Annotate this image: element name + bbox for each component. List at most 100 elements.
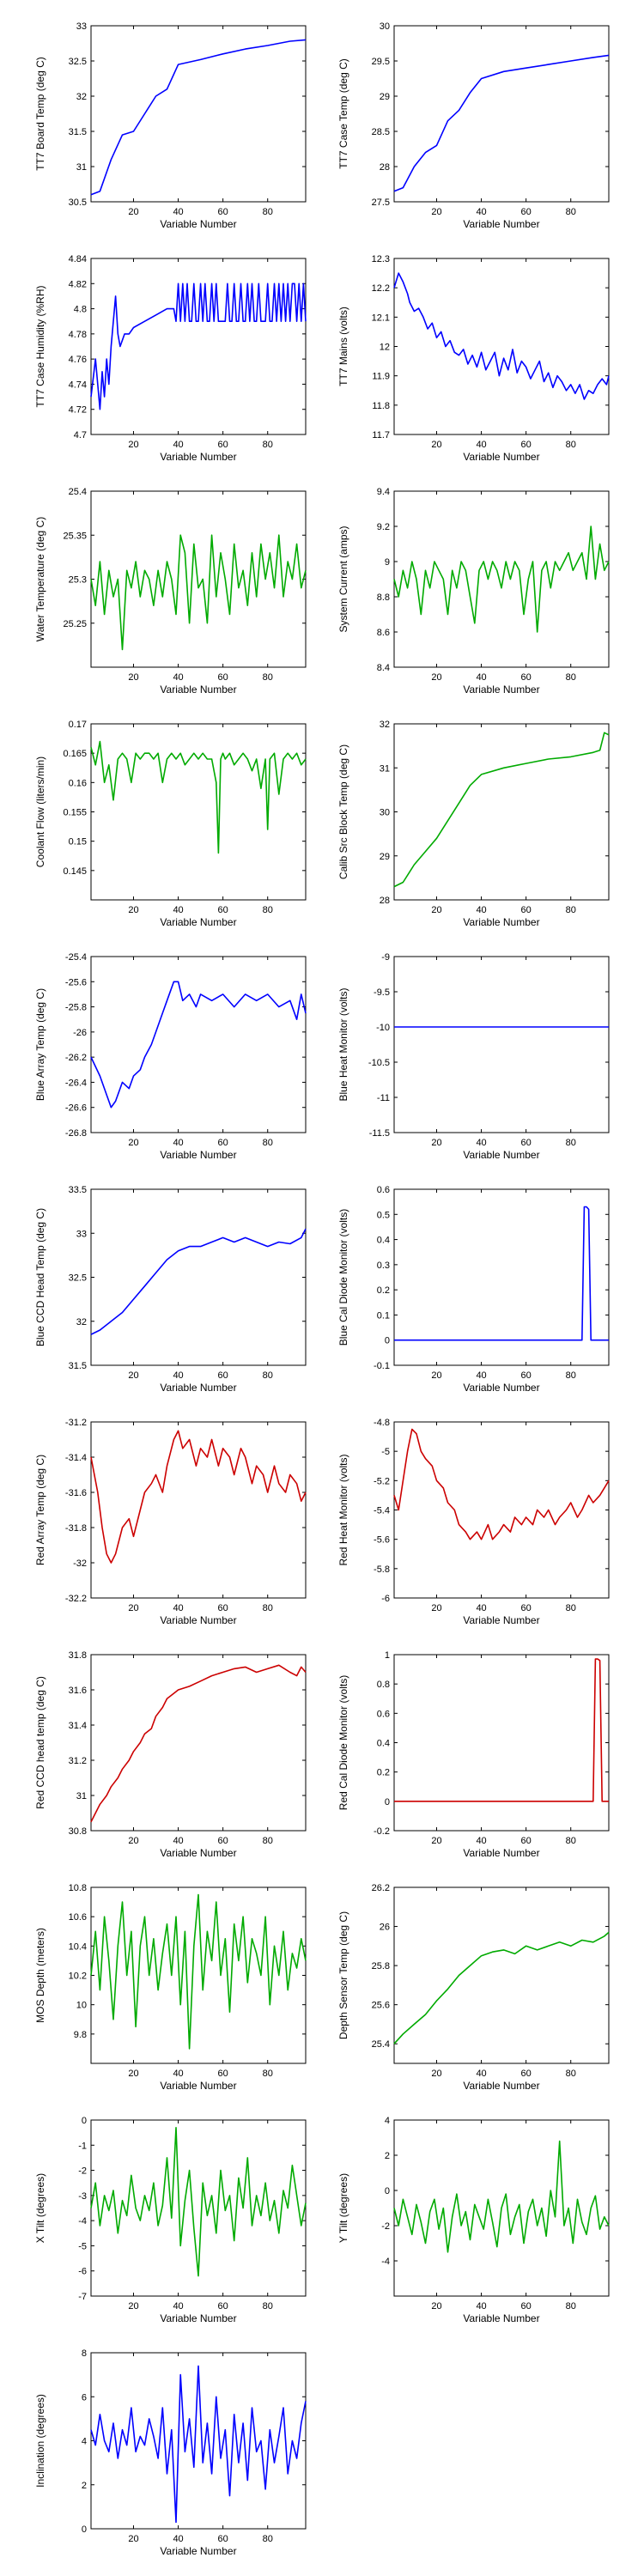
x-axis-label: Variable Number xyxy=(160,683,236,696)
x-tick-label: 20 xyxy=(128,1836,138,1846)
chart-panel: 20 40 60 80 27.5 28 28.5 29 29.5 30 Variable Numbe… xyxy=(337,21,610,230)
y-tick-label: 4.84 xyxy=(69,254,87,264)
y-tick-label: -26.2 xyxy=(65,1053,87,1063)
y-tick-label: 25.35 xyxy=(63,531,87,541)
plot-frame xyxy=(393,25,610,203)
y-tick-label: 0.8 xyxy=(377,1680,390,1690)
y-tick-label: 8.6 xyxy=(377,628,390,638)
y-tick-label: 33 xyxy=(76,21,87,32)
chart-panel: 20 40 60 80 8.4 8.6 8.8 9 9.2 9.4 Variable Number S… xyxy=(337,487,610,696)
series-line xyxy=(394,1206,609,1341)
x-tick-label: 80 xyxy=(263,2534,273,2544)
y-axis-label: Blue Cal Diode Monitor (volts) xyxy=(337,1209,349,1346)
y-tick-label: -6 xyxy=(381,1594,390,1604)
series-line xyxy=(393,526,610,633)
y-tick-label: 4.76 xyxy=(69,355,87,365)
y-tick-label: 0.15 xyxy=(69,837,87,848)
y-axis-label: TT7 Case Humidity (%RH) xyxy=(34,285,46,407)
x-tick-label: 80 xyxy=(263,1370,273,1381)
y-tick-label: 0 xyxy=(385,1336,390,1346)
y-tick-label: -7 xyxy=(78,2292,87,2302)
chart-panel: 20 40 60 80 0 2 4 6 8 Variable Number Inclination … xyxy=(34,2348,307,2557)
y-tick-label: -11 xyxy=(377,1093,390,1103)
plot-frame xyxy=(90,956,307,1133)
y-tick-label: 0.6 xyxy=(377,1185,390,1195)
x-tick-label: 20 xyxy=(128,440,138,450)
plot-frame xyxy=(393,490,610,668)
series-line xyxy=(394,1658,609,1802)
series-line xyxy=(90,534,307,651)
x-tick-label: 80 xyxy=(566,2069,576,2079)
x-axis-label: Variable Number xyxy=(463,2080,539,2092)
x-tick-label: 80 xyxy=(566,1138,576,1148)
y-axis-label: TT7 Mains (volts) xyxy=(337,307,349,386)
y-tick-label: -25.4 xyxy=(65,952,87,963)
y-tick-label: 29 xyxy=(380,92,390,102)
x-tick-label: 20 xyxy=(431,905,441,915)
x-tick-label: 40 xyxy=(173,207,183,217)
y-tick-label: 31.8 xyxy=(69,1650,87,1661)
x-tick-label: 20 xyxy=(431,2069,441,2079)
y-tick-label: 33.5 xyxy=(69,1185,87,1195)
y-tick-label: 31.2 xyxy=(69,1756,87,1766)
chart-panel: 20 40 60 80 -0.1 0 0.1 0.2 0.3 0.4 0.5 0.6 Variable … xyxy=(337,1185,610,1394)
x-tick-label: 60 xyxy=(218,1138,228,1148)
x-axis-label: Variable Number xyxy=(160,1614,236,1626)
y-tick-label: 0.17 xyxy=(69,720,87,730)
series-line xyxy=(90,39,307,196)
chart-panel: 20 40 60 80 31.5 32 32.5 33 33.5 Variable Number B… xyxy=(34,1185,307,1394)
y-tick-label: 33 xyxy=(76,1229,87,1239)
y-tick-label: 0.145 xyxy=(63,866,87,877)
x-tick-label: 40 xyxy=(476,440,486,450)
x-axis-label: Variable Number xyxy=(463,1149,539,1161)
y-tick-label: 6 xyxy=(82,2392,87,2403)
series-line xyxy=(90,283,307,410)
x-axis-label: Variable Number xyxy=(160,2080,236,2092)
y-tick-label: 26.2 xyxy=(372,1883,390,1893)
series-line xyxy=(393,54,610,192)
y-tick-label: 9.2 xyxy=(377,522,390,532)
y-tick-label: -3 xyxy=(78,2191,87,2202)
series-line xyxy=(90,1893,307,2050)
y-tick-label: 12.3 xyxy=(372,254,390,264)
y-axis-label: Blue CCD Head Temp (deg C) xyxy=(34,1208,46,1346)
y-axis-label: Coolant Flow (liters/min) xyxy=(34,756,46,867)
chart-panel: 20 40 60 80 -7 -6 -5 -4 -3 -2 -1 0 Variable Number X … xyxy=(34,2116,307,2324)
y-tick-label: -25.6 xyxy=(65,977,87,987)
x-tick-label: 60 xyxy=(218,207,228,217)
chart-panel: 20 40 60 80 4.7 4.72 4.74 4.76 4.78 4.8 4.82 4.84 Va… xyxy=(34,254,307,463)
y-tick-label: 0.165 xyxy=(63,749,87,759)
plot-frame xyxy=(393,1188,610,1366)
x-axis-label: Variable Number xyxy=(160,451,236,463)
y-tick-label: 11.8 xyxy=(372,401,390,411)
x-tick-label: 80 xyxy=(566,905,576,915)
x-tick-label: 60 xyxy=(218,672,228,683)
y-tick-label: 31 xyxy=(76,1791,87,1801)
y-tick-label: -26.4 xyxy=(65,1078,87,1088)
y-tick-label: 0.2 xyxy=(377,1768,390,1778)
x-tick-label: 80 xyxy=(263,207,273,217)
y-tick-label: 2 xyxy=(385,2151,390,2161)
y-tick-label: 0.3 xyxy=(377,1261,390,1271)
x-tick-label: 20 xyxy=(128,2069,138,2079)
y-tick-label: 11.7 xyxy=(372,430,390,440)
y-tick-label: -32 xyxy=(73,1558,87,1569)
x-tick-label: 60 xyxy=(218,2069,228,2079)
y-tick-label: 30.5 xyxy=(69,197,87,208)
y-tick-label: 25.25 xyxy=(63,619,87,629)
y-tick-label: -26 xyxy=(73,1028,87,1038)
y-tick-label: 12.2 xyxy=(372,283,390,294)
y-tick-label: 4 xyxy=(82,2437,87,2447)
x-tick-label: 80 xyxy=(263,2069,273,2079)
y-axis-label: Red CCD head temp (deg C) xyxy=(34,1676,46,1809)
x-tick-label: 60 xyxy=(218,440,228,450)
y-tick-label: 26 xyxy=(380,1923,390,1933)
y-tick-label: -0.2 xyxy=(374,1826,390,1837)
chart-panel: 20 40 60 80 0.145 0.15 0.155 0.16 0.165 0.17 Varia… xyxy=(34,720,307,928)
y-axis-label: Blue Heat Monitor (volts) xyxy=(337,987,349,1101)
plot-frame xyxy=(90,1188,307,1366)
y-tick-label: 1 xyxy=(385,1650,390,1661)
plot-frame xyxy=(90,723,307,901)
series-line xyxy=(90,2365,307,2524)
x-tick-label: 40 xyxy=(476,1138,486,1148)
